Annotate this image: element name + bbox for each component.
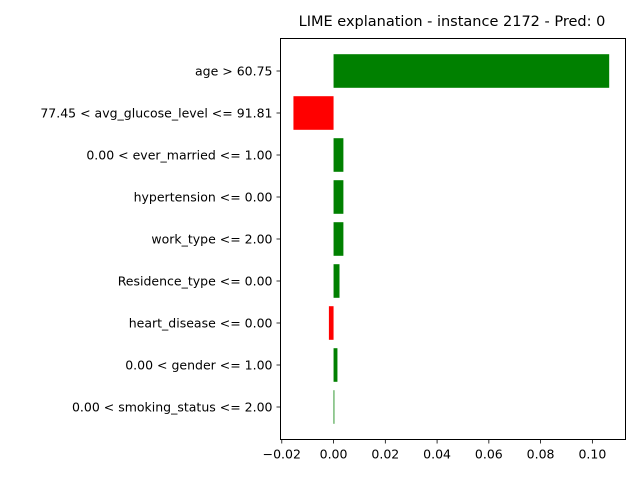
x-tick-label: 0.08 [527, 447, 555, 462]
x-tick-label: 0.04 [423, 447, 451, 462]
x-tick-label: 0.10 [578, 447, 606, 462]
y-tick-labels: age > 60.75 77.45 < avg_glucose_level <= … [40, 64, 281, 415]
x-tick-label: 0.06 [475, 447, 503, 462]
bar [328, 306, 334, 340]
y-tick-label: heart_disease <= 0.00 [129, 316, 273, 331]
chart-title: LIME explanation - instance 2172 - Pred:… [299, 14, 606, 30]
y-tick-label: Residence_type <= 0.00 [118, 274, 273, 289]
y-tick-label: work_type <= 2.00 [151, 232, 272, 247]
bars-group [293, 54, 610, 424]
y-tick-label: hypertension <= 0.00 [134, 190, 273, 205]
y-tick-label: 0.00 < smoking_status <= 2.00 [72, 400, 273, 415]
bar [333, 348, 338, 382]
y-tick-label: 77.45 < avg_glucose_level <= 91.81 [40, 106, 272, 121]
bar [333, 138, 344, 172]
bar [293, 96, 334, 130]
bar [333, 54, 610, 88]
y-tick-label: age > 60.75 [195, 64, 273, 79]
bar [333, 180, 344, 214]
y-tick-label: 0.00 < ever_married <= 1.00 [86, 148, 272, 163]
x-tick-label: 0.00 [320, 447, 348, 462]
axes-frame [280, 38, 626, 440]
x-tick-label: −0.02 [263, 447, 301, 462]
x-tick-label: 0.02 [371, 447, 399, 462]
bar [333, 222, 344, 256]
bar [333, 390, 335, 424]
x-axis: −0.02 0.00 0.02 0.04 0.06 0.08 0.10 [263, 439, 606, 462]
y-tick-label: 0.00 < gender <= 1.00 [125, 358, 272, 373]
bar [333, 264, 340, 298]
